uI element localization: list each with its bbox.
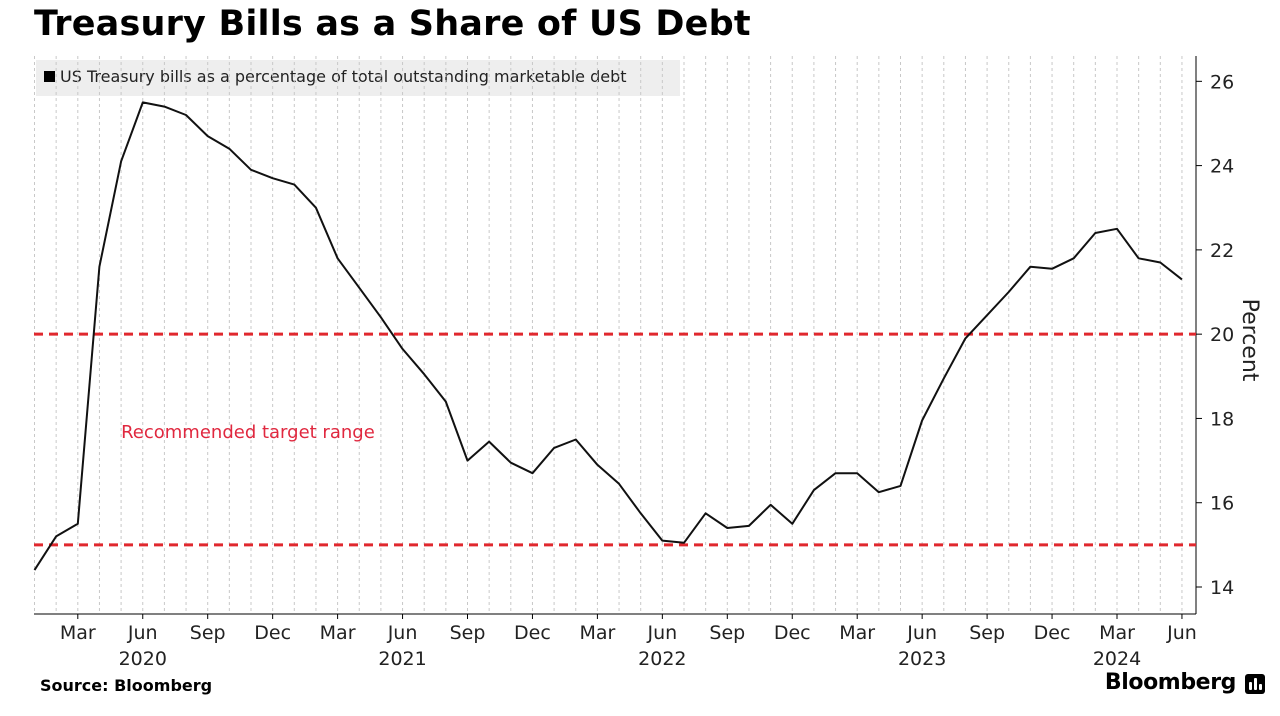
x-tick-label: Sep	[190, 622, 226, 644]
x-tick-label: Jun	[127, 622, 158, 644]
y-tick-label: 16	[1210, 493, 1234, 515]
x-year-label: 2024	[1093, 648, 1141, 670]
y-axis: 14 16 18 20 22 24 26	[1196, 71, 1234, 599]
target-range-annotation: Recommended target range	[121, 422, 375, 443]
x-tick-label: Mar	[320, 622, 356, 644]
x-year-label: 2022	[638, 648, 686, 670]
x-year-label: 2023	[898, 648, 946, 670]
x-tick-label: Jun	[1166, 622, 1197, 644]
x-tick-label: Sep	[709, 622, 745, 644]
legend-box	[36, 60, 680, 96]
x-tick-label: Mar	[839, 622, 875, 644]
x-tick-label: Dec	[1034, 622, 1071, 644]
y-axis-label: Percent	[1237, 299, 1262, 382]
x-tick-label: Dec	[254, 622, 291, 644]
x-tick-label: Mar	[579, 622, 615, 644]
y-tick-label: 26	[1210, 71, 1234, 93]
x-tick-label: Dec	[514, 622, 551, 644]
target-range-lines	[34, 332, 1196, 547]
page-title: Treasury Bills as a Share of US Debt	[34, 4, 751, 44]
x-tick-label: Jun	[906, 622, 937, 644]
series-line	[33, 101, 1183, 571]
bloomberg-logo-icon	[1245, 674, 1265, 694]
x-year-label: 2021	[378, 648, 426, 670]
series-group	[33, 101, 1183, 571]
brand-wordmark: Bloomberg	[1104, 670, 1237, 695]
legend-swatch	[44, 71, 55, 82]
y-tick-label: 14	[1210, 577, 1234, 599]
legend-label: US Treasury bills as a percentage of tot…	[60, 67, 627, 86]
x-tick-label: Jun	[647, 622, 678, 644]
x-tick-label: Sep	[969, 622, 1005, 644]
source-note: Source: Bloomberg	[40, 676, 213, 695]
y-tick-label: 22	[1210, 240, 1234, 262]
y-tick-label: 18	[1210, 408, 1234, 430]
x-axis: Mar Jun 2020 Sep Dec Mar Jun 2021 Sep Dec Mar Jun 20…	[60, 614, 1197, 670]
x-tick-label: Sep	[450, 622, 486, 644]
x-tick-label: Mar	[1099, 622, 1135, 644]
x-tick-label: Jun	[387, 622, 418, 644]
x-tick-label: Dec	[774, 622, 811, 644]
y-tick-label: 24	[1210, 156, 1234, 178]
y-tick-label: 20	[1210, 324, 1234, 346]
x-tick-label: Mar	[60, 622, 96, 644]
axes	[34, 56, 1197, 615]
x-year-label: 2020	[119, 648, 167, 670]
